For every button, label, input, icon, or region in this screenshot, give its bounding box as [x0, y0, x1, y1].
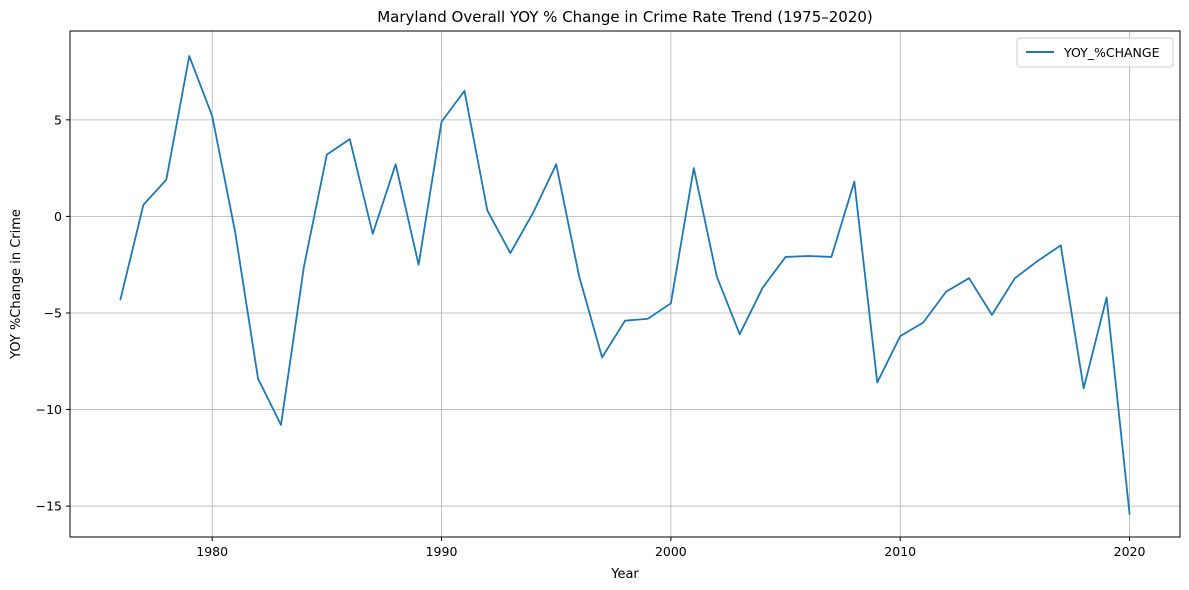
- y-axis-label: YOY %Change in Crime: [9, 209, 24, 360]
- chart-title: Maryland Overall YOY % Change in Crime R…: [377, 8, 873, 26]
- y-tick-label: −15: [36, 499, 62, 514]
- x-tick-label: 1990: [426, 544, 458, 559]
- y-axis: −15 −10 −5 0 5: [36, 112, 70, 514]
- legend-label: YOY_%CHANGE: [1063, 45, 1160, 60]
- grid-lines: [70, 31, 1180, 537]
- x-tick-label: 2000: [655, 544, 687, 559]
- y-tick-label: 0: [54, 209, 62, 224]
- x-tick-label: 1980: [196, 544, 228, 559]
- plot-frame: [69, 30, 1181, 538]
- x-axis: 1980 1990 2000 2010 2020: [196, 537, 1145, 559]
- x-tick-label: 2020: [1114, 544, 1146, 559]
- x-axis-label: Year: [610, 567, 639, 582]
- series-layer: [119, 55, 1131, 515]
- legend: YOY_%CHANGE: [1016, 37, 1174, 68]
- series-line: [119, 55, 1131, 515]
- y-tick-label: −5: [44, 305, 62, 320]
- x-tick-label: 2010: [884, 544, 916, 559]
- y-tick-label: −10: [36, 402, 62, 417]
- legend-box: [1016, 37, 1174, 68]
- y-tick-label: 5: [54, 112, 62, 127]
